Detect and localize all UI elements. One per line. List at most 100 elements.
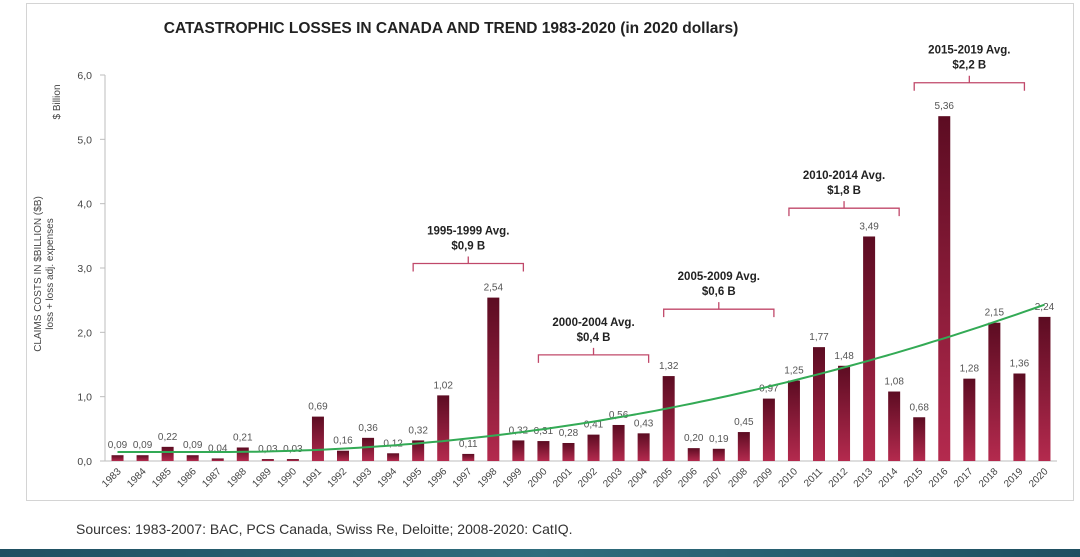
bar-2008 [737, 432, 750, 461]
value-label-2016: 5,36 [935, 101, 955, 112]
bar-2000 [537, 441, 550, 461]
bar-2013 [863, 236, 876, 461]
y-unit-label: $ Billion [52, 84, 63, 119]
bar-1999 [512, 440, 525, 461]
average-bracket [788, 201, 900, 217]
x-tick-label-2000: 2000 [526, 466, 550, 490]
value-label-2020: 2,24 [1035, 302, 1055, 313]
average-label-value: $0,9 B [451, 240, 485, 252]
bar-1990 [286, 459, 299, 461]
value-label-2005: 1,32 [659, 361, 679, 372]
x-tick-label-1996: 1996 [426, 466, 450, 490]
x-tick-label-2004: 2004 [626, 466, 650, 490]
bar-1983 [111, 455, 124, 461]
bar-1991 [311, 416, 324, 461]
average-annotation-2005-2009: 2005-2009 Avg. $0,6 B [663, 271, 775, 318]
bar-2002 [587, 434, 600, 461]
bar-2006 [687, 448, 700, 461]
chart-frame: CATASTROPHIC LOSSES IN CANADA AND TREND … [26, 3, 1074, 501]
value-labels-group: 0,09 0,09 0,22 0,09 0,04 0,21 0,03 0,03 0,69 0,16… [108, 101, 1055, 455]
value-label-1986: 0,09 [183, 440, 203, 451]
value-label-2004: 0,43 [634, 418, 654, 429]
x-tick-label-1995: 1995 [401, 466, 425, 490]
y-tick-label: 1,0 [77, 392, 92, 404]
x-tick-label-2007: 2007 [701, 466, 725, 490]
y-tick-label: 5,0 [77, 134, 92, 146]
value-label-2013: 3,49 [859, 221, 879, 232]
x-tick-label-1991: 1991 [301, 466, 325, 490]
average-label-period: 2015-2019 Avg. [928, 45, 1010, 57]
bar-2017 [963, 378, 976, 461]
x-tick-label-2019: 2019 [1002, 466, 1026, 490]
value-label-1988: 0,21 [233, 432, 253, 443]
value-label-1985: 0,22 [158, 432, 178, 443]
bar-1985 [161, 446, 174, 461]
x-tick-label-1994: 1994 [376, 466, 400, 490]
value-label-2019: 1,36 [1010, 359, 1030, 370]
x-tick-label-2013: 2013 [852, 466, 876, 490]
value-label-1995: 0,32 [408, 425, 428, 436]
average-label-value: $1,8 B [827, 185, 861, 197]
x-tick-label-2016: 2016 [927, 466, 951, 490]
x-tick-label-2017: 2017 [952, 466, 976, 490]
trend-line [117, 303, 1045, 453]
value-label-2002: 0,41 [584, 420, 604, 431]
value-label-2007: 0,19 [709, 434, 729, 445]
x-tick-label-2020: 2020 [1027, 466, 1051, 490]
x-tick-label-1998: 1998 [476, 466, 500, 490]
bar-2011 [813, 347, 825, 461]
value-label-1992: 0,16 [333, 436, 353, 447]
y-axis-subtitle: loss + loss adj. expenses [45, 218, 56, 329]
x-tick-label-1984: 1984 [125, 466, 149, 490]
x-tick-label-1999: 1999 [501, 466, 525, 490]
bar-2001 [562, 442, 575, 461]
bar-2016 [938, 116, 951, 461]
average-label-value: $0,4 B [577, 332, 611, 344]
value-label-2011: 1,77 [809, 332, 829, 343]
average-bracket [913, 75, 1026, 91]
x-tick-label-1990: 1990 [276, 466, 300, 490]
value-label-2014: 1,08 [884, 377, 904, 388]
value-label-2018: 2,15 [985, 308, 1005, 319]
bar-1988 [236, 447, 249, 461]
bar-1998 [487, 297, 500, 461]
value-label-1991: 0,69 [308, 402, 328, 413]
x-tick-label-1993: 1993 [351, 466, 375, 490]
value-label-2001: 0,28 [559, 428, 579, 439]
average-annotations-group: 1995-1999 Avg. $0,9 B 2000-2004 Avg. $0,4 B… [412, 45, 1026, 363]
value-label-1993: 0,36 [358, 423, 378, 434]
x-tick-label-2010: 2010 [777, 466, 801, 490]
bar-2015 [913, 417, 926, 461]
average-label-period: 2000-2004 Avg. [552, 317, 634, 329]
bar-1992 [337, 450, 349, 461]
value-label-2010: 1,25 [784, 366, 804, 377]
value-label-2003: 0,56 [609, 410, 629, 421]
average-annotation-2010-2014: 2010-2014 Avg. $1,8 B [788, 170, 900, 217]
value-label-2015: 0,68 [909, 402, 929, 413]
bar-2004 [637, 433, 650, 461]
y-axis-title: CLAIMS COSTS IN $BILLION ($B) [33, 196, 44, 352]
value-label-1997: 0,11 [459, 439, 478, 450]
average-bracket [537, 347, 650, 363]
bar-1984 [136, 455, 149, 461]
x-tick-label-2011: 2011 [802, 466, 825, 489]
x-tick-label-1992: 1992 [326, 466, 350, 490]
bar-2005 [662, 376, 675, 461]
chart-title: CATASTROPHIC LOSSES IN CANADA AND TREND … [164, 20, 738, 37]
bar-1986 [186, 455, 199, 461]
x-tick-label-2014: 2014 [877, 466, 901, 490]
x-tick-labels-group: 1983 1984 1985 1986 1987 1988 1989 1990 1991 1992… [100, 466, 1051, 490]
bar-1996 [437, 395, 450, 461]
y-tick-label: 2,0 [77, 327, 92, 339]
y-tick-label: 0,0 [77, 456, 92, 468]
x-tick-label-2003: 2003 [601, 466, 625, 490]
average-label-period: 2005-2009 Avg. [678, 271, 760, 283]
average-bracket [663, 302, 775, 318]
chart-svg: CATASTROPHIC LOSSES IN CANADA AND TREND … [33, 20, 1057, 490]
average-label-value: $0,6 B [702, 286, 736, 298]
average-annotation-2015-2019: 2015-2019 Avg. $2,2 B [913, 45, 1026, 91]
x-tick-label-2009: 2009 [752, 466, 776, 490]
value-label-2008: 0,45 [734, 417, 754, 428]
y-tick-label: 4,0 [77, 199, 92, 211]
bar-2003 [612, 424, 625, 461]
